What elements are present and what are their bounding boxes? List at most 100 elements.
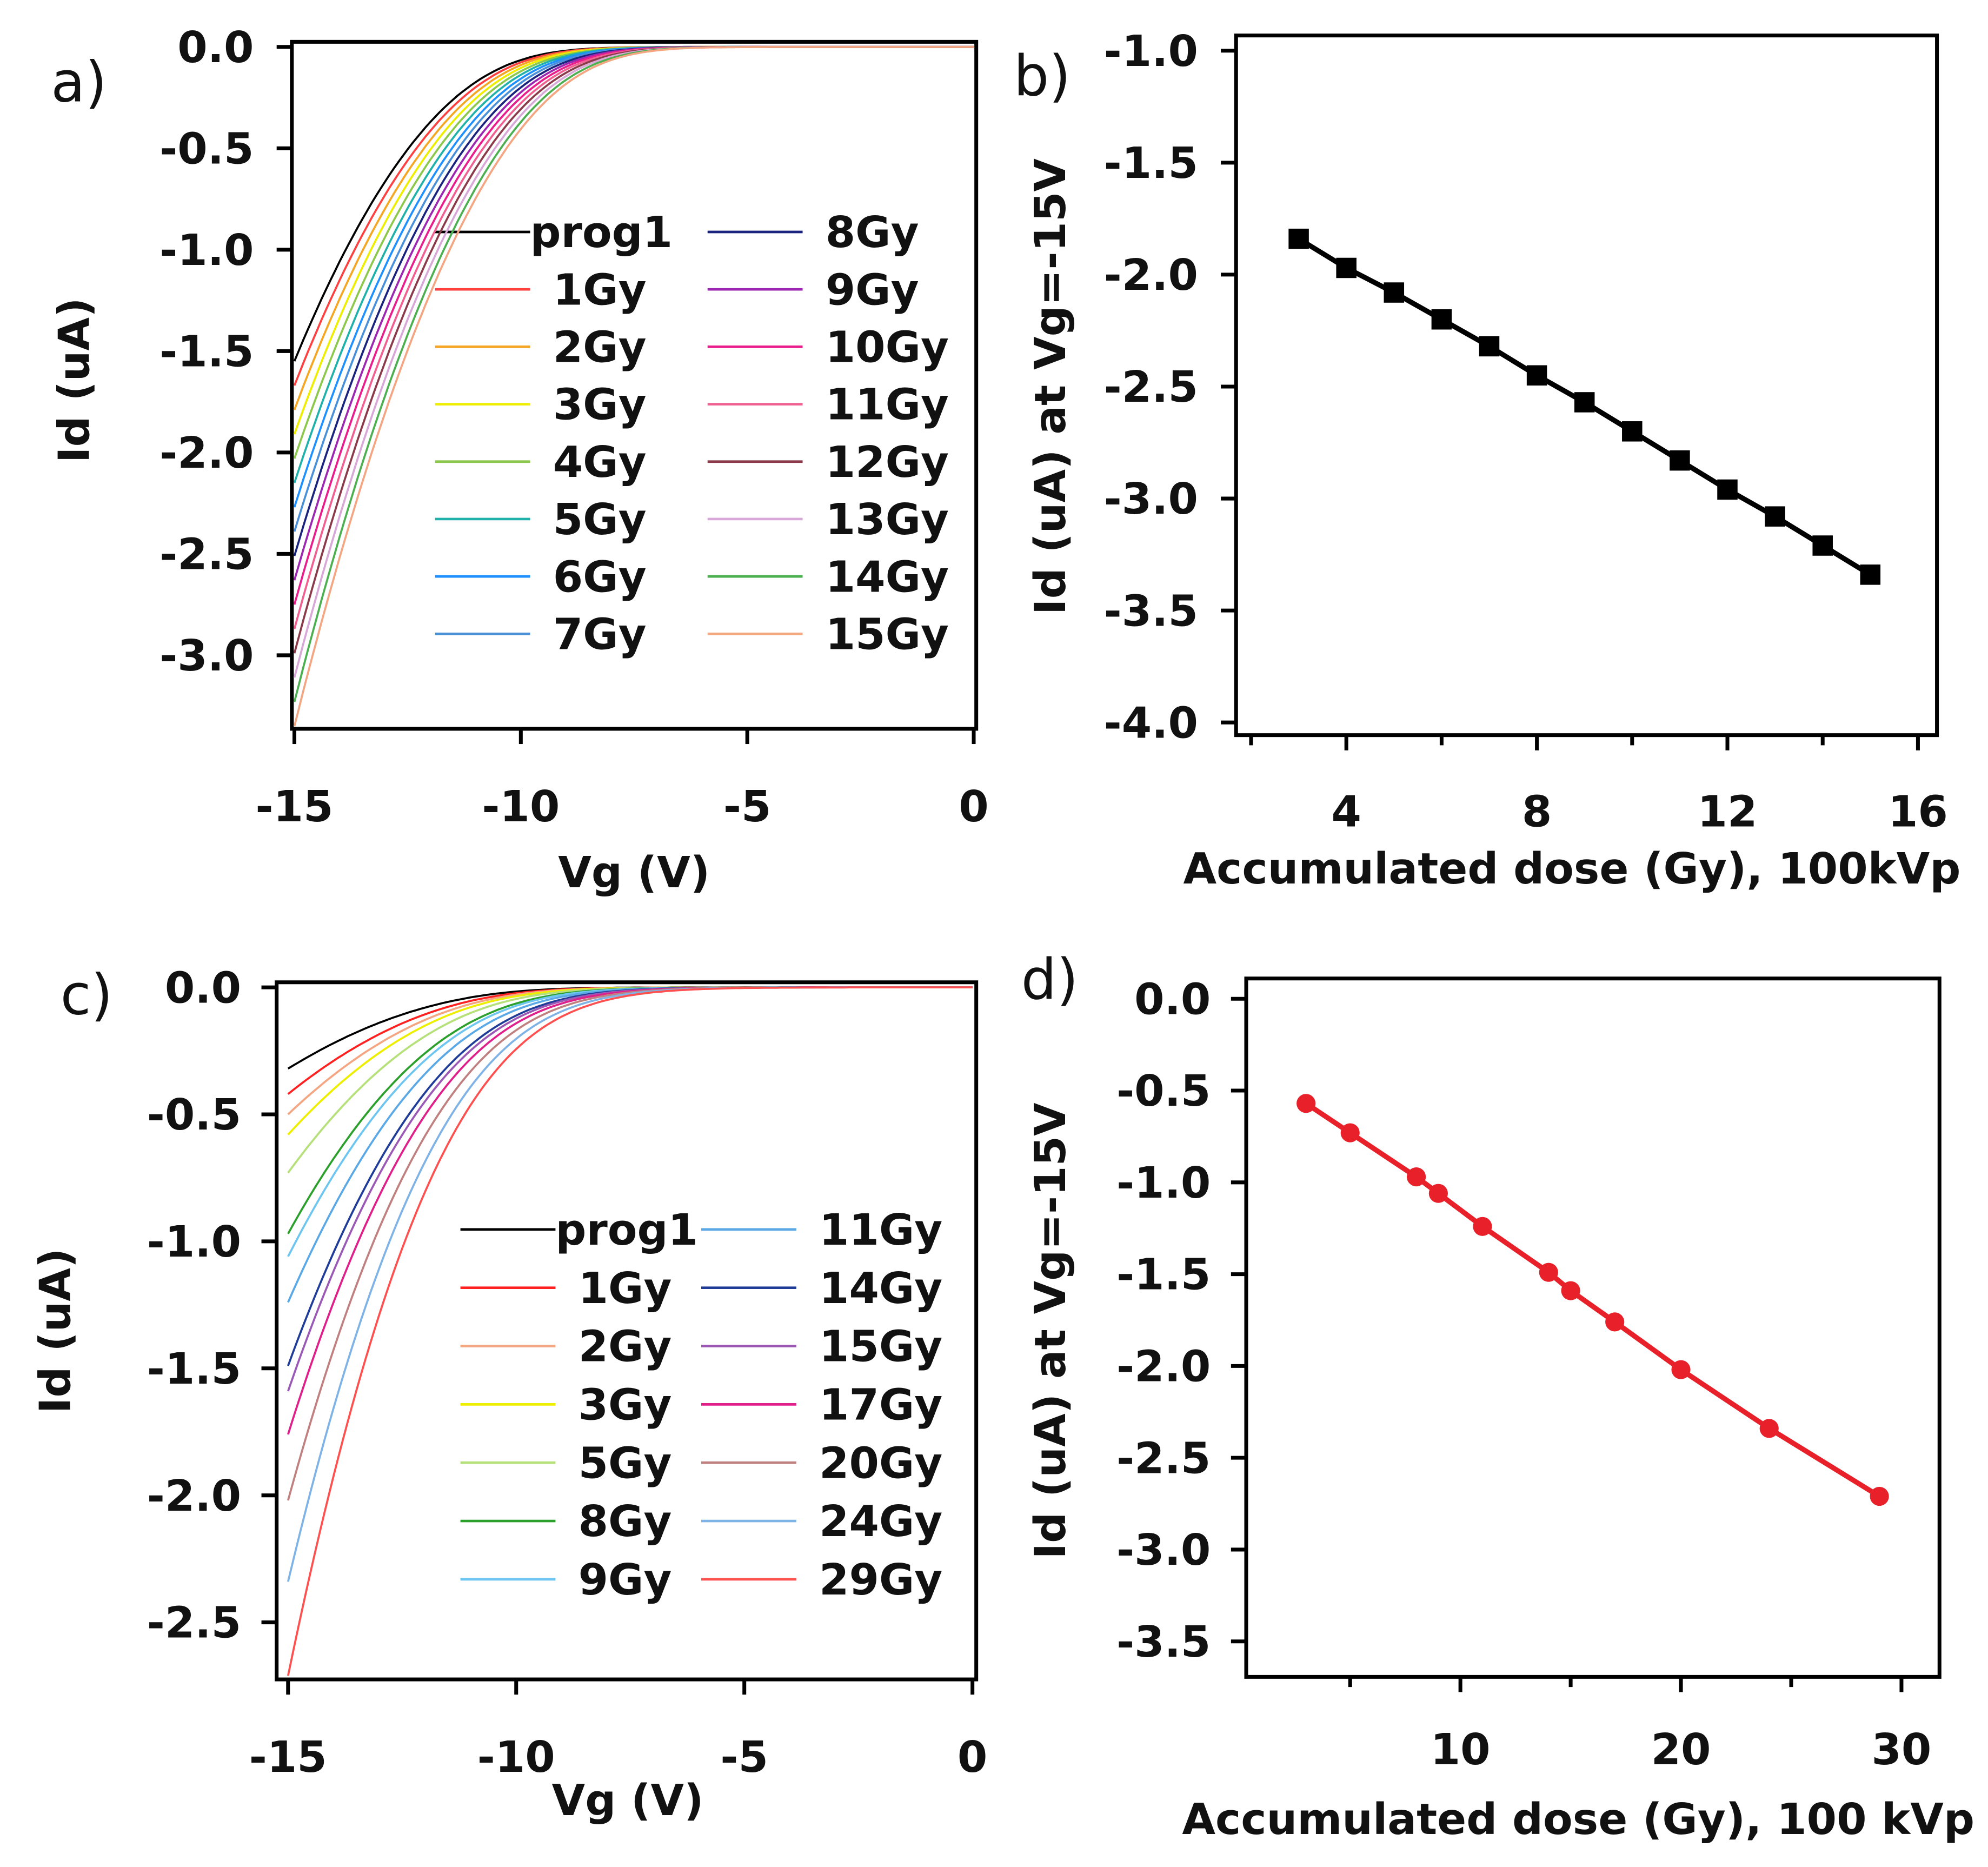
data-point bbox=[1717, 479, 1738, 500]
y-tick-label: -0.5 bbox=[1116, 1066, 1211, 1116]
data-point bbox=[1526, 365, 1547, 386]
x-tick-label: 16 bbox=[1888, 786, 1948, 836]
y-tick-label: -1.0 bbox=[1104, 26, 1198, 76]
data-point bbox=[1574, 392, 1595, 413]
legend-label: 13Gy bbox=[826, 494, 949, 544]
legend-label: 7Gy bbox=[553, 609, 647, 659]
data-point bbox=[1605, 1312, 1625, 1332]
legend-label: 10Gy bbox=[826, 322, 949, 373]
y-tick-label: -0.5 bbox=[159, 123, 254, 174]
y-tick-label: 0.0 bbox=[1134, 974, 1211, 1024]
data-point bbox=[1860, 564, 1881, 585]
legend-label: 24Gy bbox=[819, 1496, 942, 1546]
data-point bbox=[1561, 1281, 1580, 1300]
plot-frame bbox=[275, 980, 979, 1682]
x-tick-label: 10 bbox=[1431, 1724, 1491, 1775]
data-point bbox=[1431, 309, 1452, 330]
legend-label: 15Gy bbox=[819, 1321, 942, 1372]
panel-a bbox=[276, 39, 979, 745]
legend-label: 3Gy bbox=[553, 380, 647, 430]
data-point bbox=[1407, 1167, 1426, 1187]
panel-label: a) bbox=[51, 50, 107, 115]
panel-c bbox=[261, 980, 979, 1695]
y-tick-label: -3.5 bbox=[1116, 1617, 1211, 1667]
legend-label: 12Gy bbox=[826, 437, 949, 487]
fit-line bbox=[1305, 1101, 1881, 1499]
legend-label: 14Gy bbox=[819, 1263, 942, 1313]
data-point bbox=[1622, 421, 1643, 442]
x-tick-label: -15 bbox=[249, 1732, 327, 1782]
panel-label: b) bbox=[1014, 44, 1071, 109]
y-tick-label: -1.5 bbox=[1104, 138, 1198, 188]
y-tick-label: -0.5 bbox=[147, 1089, 241, 1140]
data-point bbox=[1671, 1360, 1691, 1379]
y-tick-label: -2.5 bbox=[147, 1598, 241, 1648]
legend-label: 9Gy bbox=[826, 264, 919, 315]
y-tick-label: 0.0 bbox=[165, 962, 241, 1013]
y-axis-label: Id (uA) at Vg=-15V bbox=[1025, 158, 1075, 615]
data-point bbox=[1384, 282, 1405, 303]
data-point bbox=[1812, 535, 1833, 556]
y-tick-label: -3.0 bbox=[159, 630, 254, 681]
x-axis-label: Vg (V) bbox=[558, 847, 710, 898]
legend-label: 14Gy bbox=[826, 552, 949, 602]
legend-label: 4Gy bbox=[553, 437, 647, 487]
x-tick-label: -5 bbox=[723, 781, 772, 832]
y-tick-label: -2.0 bbox=[1104, 250, 1198, 300]
legend-label: 15Gy bbox=[826, 609, 949, 659]
panel-d bbox=[1231, 976, 1942, 1692]
data-point bbox=[1340, 1123, 1360, 1142]
legend-label: 5Gy bbox=[579, 1438, 672, 1488]
plot-frame bbox=[290, 39, 979, 731]
legend-label: 5Gy bbox=[553, 494, 647, 544]
curve-1Gy bbox=[287, 986, 973, 1095]
legend-label: 11Gy bbox=[819, 1205, 942, 1255]
legend-label: 20Gy bbox=[819, 1438, 942, 1488]
legend-label: prog1 bbox=[530, 207, 673, 257]
y-axis-label: Id (uA) at Vg=-15V bbox=[1025, 1102, 1075, 1559]
x-tick-label: -5 bbox=[720, 1732, 768, 1782]
data-point bbox=[1765, 506, 1785, 527]
legend-label: 11Gy bbox=[826, 380, 949, 430]
x-tick-label: 12 bbox=[1698, 786, 1758, 836]
x-tick-label: 4 bbox=[1331, 786, 1361, 836]
curve-11Gy bbox=[287, 986, 973, 1303]
legend-label: 8Gy bbox=[826, 207, 919, 257]
x-tick-label: 0 bbox=[959, 781, 988, 832]
curve-14Gy bbox=[293, 45, 974, 702]
legend-label: 3Gy bbox=[579, 1379, 672, 1430]
data-point bbox=[1870, 1486, 1889, 1506]
y-tick-label: -2.5 bbox=[1104, 362, 1198, 412]
legend-label: 2Gy bbox=[579, 1321, 672, 1372]
plot-frame bbox=[1234, 34, 1939, 738]
legend-label: 29Gy bbox=[819, 1554, 942, 1605]
legend-label: 17Gy bbox=[819, 1379, 942, 1430]
y-tick-label: -3.0 bbox=[1104, 474, 1198, 524]
panel-b bbox=[1221, 34, 1939, 750]
y-tick-label: -2.5 bbox=[1116, 1433, 1211, 1483]
y-tick-label: -1.0 bbox=[147, 1217, 241, 1267]
y-tick-label: -1.5 bbox=[159, 326, 254, 376]
x-axis-label: Accumulated dose (Gy), 100 kVp bbox=[1182, 1794, 1974, 1844]
x-tick-label: 8 bbox=[1522, 786, 1552, 836]
y-tick-label: -1.5 bbox=[147, 1344, 241, 1394]
y-tick-label: -2.5 bbox=[159, 529, 254, 580]
data-point bbox=[1479, 336, 1500, 357]
legend-label: 9Gy bbox=[579, 1554, 672, 1605]
x-tick-label: -10 bbox=[482, 781, 560, 832]
data-point bbox=[1296, 1094, 1316, 1113]
data-point bbox=[1336, 257, 1357, 278]
curve-5Gy bbox=[287, 986, 973, 1174]
legend-label: prog1 bbox=[555, 1205, 698, 1255]
plot-frame bbox=[1244, 976, 1942, 1679]
x-tick-label: 0 bbox=[958, 1732, 987, 1782]
x-tick-label: 30 bbox=[1871, 1724, 1931, 1775]
x-axis-label: Vg (V) bbox=[552, 1775, 704, 1825]
x-tick-label: -10 bbox=[477, 1732, 555, 1782]
legend-label: 1Gy bbox=[553, 264, 647, 315]
curve-8Gy bbox=[287, 986, 973, 1234]
data-point bbox=[1670, 450, 1690, 471]
y-tick-label: -1.0 bbox=[1116, 1158, 1211, 1208]
y-tick-label: -2.0 bbox=[147, 1471, 241, 1521]
